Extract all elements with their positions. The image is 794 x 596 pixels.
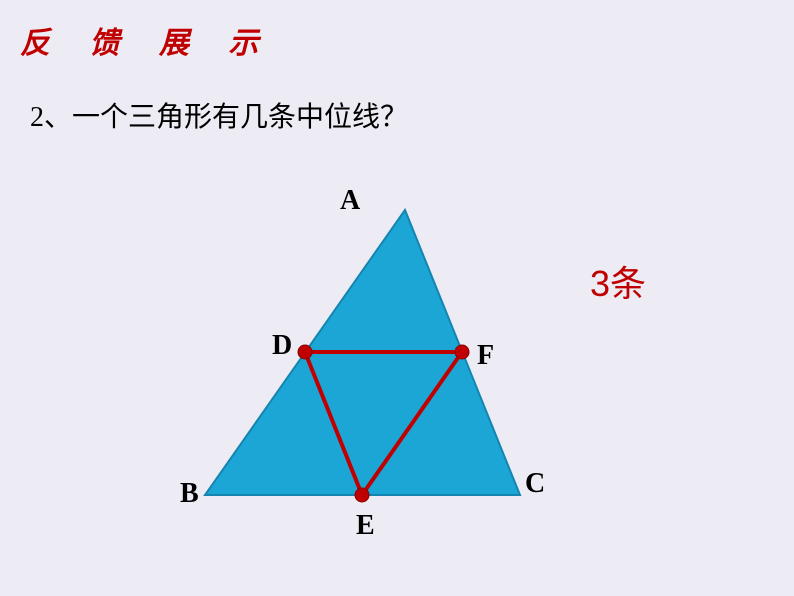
- section-header: 反 馈 展 示: [20, 18, 275, 62]
- label-E: E: [356, 510, 375, 542]
- answer-text: 3条: [590, 255, 646, 307]
- question-text: 2、一个三角形有几条中位线？: [30, 95, 408, 135]
- point-F: [455, 345, 469, 359]
- header-text: 反 馈 展 示: [20, 27, 275, 60]
- triangle-diagram: [150, 180, 570, 560]
- label-D: D: [272, 330, 292, 362]
- point-D: [298, 345, 312, 359]
- label-F: F: [477, 340, 494, 372]
- label-B: B: [180, 478, 199, 510]
- point-E: [355, 488, 369, 502]
- label-A: A: [340, 185, 360, 217]
- label-C: C: [525, 468, 545, 500]
- diagram-svg: [150, 180, 570, 560]
